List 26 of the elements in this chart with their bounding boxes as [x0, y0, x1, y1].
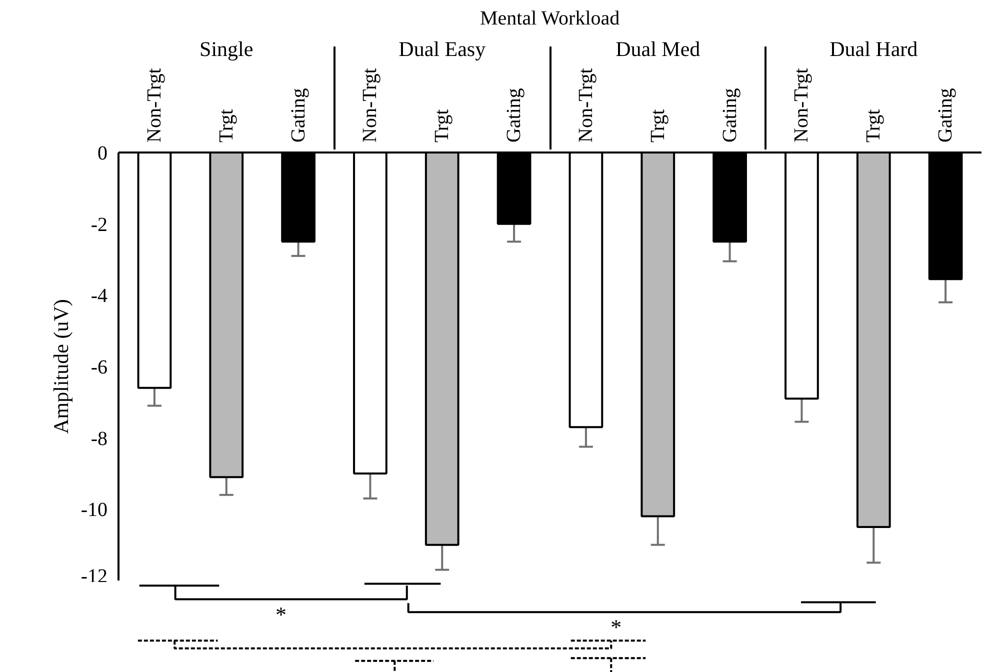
- text: *: [610, 614, 622, 640]
- text: Gating: [718, 88, 741, 142]
- chart-title: Mental Workload: [480, 8, 620, 30]
- text: Gating: [934, 88, 957, 142]
- y-tick-label: 0: [98, 142, 108, 164]
- text: Gating: [287, 88, 310, 142]
- y-axis-title: Amplitude (uV): [48, 299, 73, 434]
- text: Non-Trgt: [574, 68, 597, 142]
- x-tick-label: Dual Hard: [830, 37, 918, 62]
- x-tick-label: Single: [200, 37, 254, 62]
- x-tick-label: Dual Easy: [398, 37, 486, 62]
- y-tick-label: -6: [90, 356, 108, 378]
- x-tick-label: Dual Med: [616, 37, 701, 62]
- y-tick-label: -8: [90, 428, 108, 450]
- text: Trgt: [431, 109, 454, 142]
- y-tick-label: -2: [90, 214, 108, 236]
- text: *: [276, 602, 287, 627]
- text: Trgt: [215, 108, 238, 142]
- text: Non-Trgt: [143, 68, 166, 142]
- text: Non-Trgt: [790, 68, 813, 142]
- text: Non-Trgt: [359, 68, 382, 142]
- y-tick-label: -4: [90, 285, 108, 308]
- text: Gating: [503, 88, 526, 142]
- y-tick-label: -10: [80, 499, 108, 522]
- text: Trgt: [862, 109, 885, 142]
- text: Trgt: [646, 109, 669, 142]
